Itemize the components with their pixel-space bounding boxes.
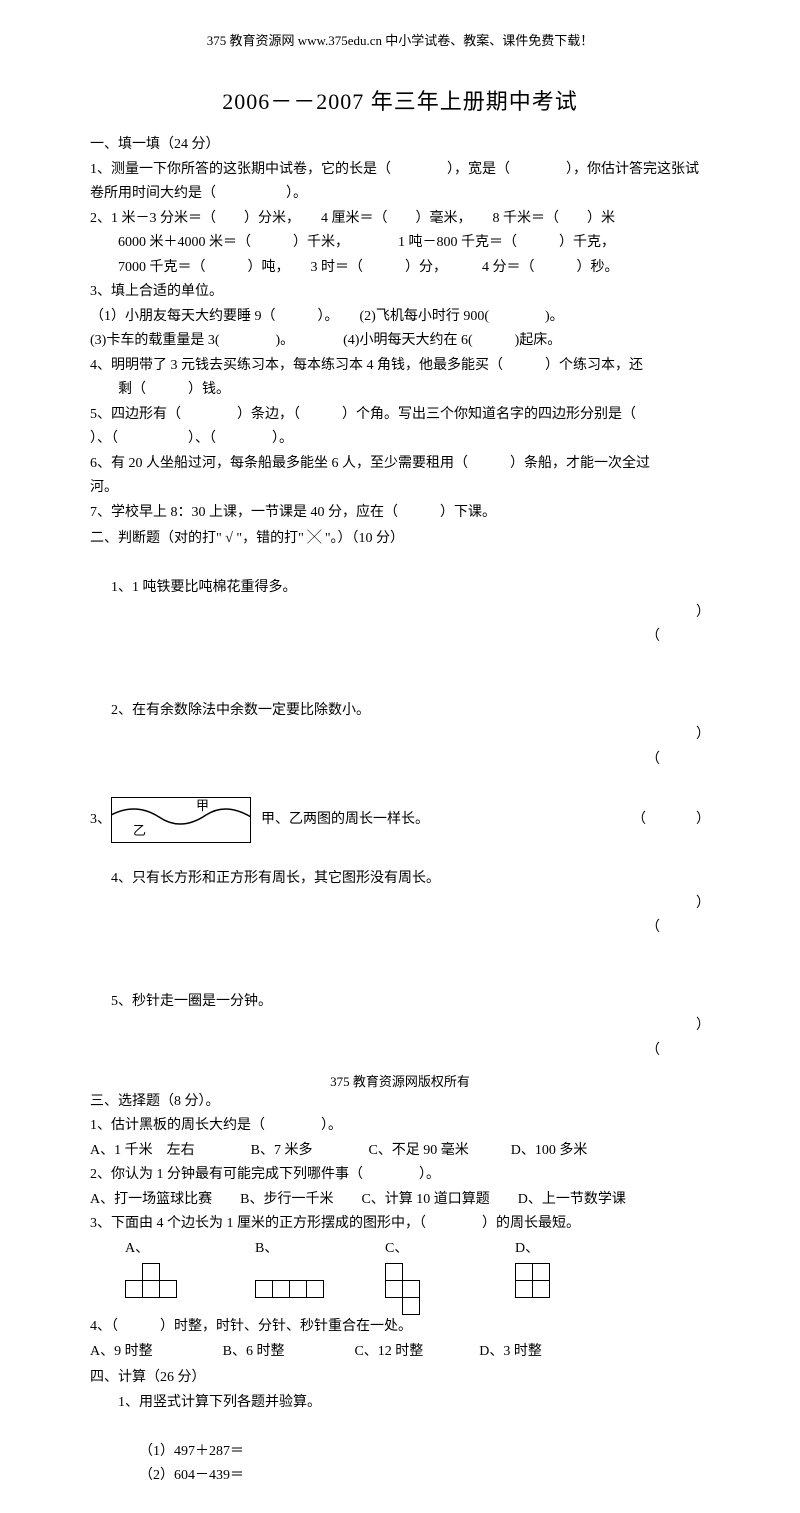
s3-q3b-label: B、	[255, 1241, 278, 1256]
s3-q3: 3、下面由 4 个边长为 1 厘米的正方形摆成的图形中，（ ）的周长最短。	[90, 1212, 710, 1237]
s3-q2: 2、你认为 1 分钟最有可能完成下列哪件事（ ）。	[90, 1163, 710, 1188]
s4-sub1: 1、用竖式计算下列各题并验算。	[90, 1391, 710, 1416]
s3-q3a-label: A、	[125, 1241, 149, 1256]
tetromino-d	[515, 1263, 550, 1298]
s3-q1: 1、估计黑板的周长大约是（ ）。	[90, 1114, 710, 1139]
s2-heading: 二、判断题（对的打" √ "，错的打" ╳ "。）（10 分）	[90, 527, 710, 552]
s2-q1: 1、1 吨铁要比吨棉花重得多。 ） （	[90, 552, 710, 675]
s4-calc-row: （1）497＋287＝ （2）604－439＝	[90, 1415, 710, 1513]
page-header: 375 教育资源网 www.375edu.cn 中小学试卷、教案、课件免费下载！	[90, 30, 710, 53]
s3-q2-opts: A、打一场篮球比赛 B、步行一千米 C、计算 10 道口算题 D、上一节数学课	[90, 1188, 710, 1213]
perimeter-diagram: 甲 乙	[111, 797, 251, 843]
section-1: 一、填一填（24 分） 1、测量一下你所答的这张期中试卷，它的长是（ ），宽是（…	[90, 133, 710, 525]
rparen: ）	[696, 808, 710, 833]
s3-q3-shapes: A、 B、 C、 D、	[90, 1237, 710, 1262]
tetromino-a	[125, 1263, 177, 1298]
s2-q5-text: 5、秒针走一圈是一分钟。	[111, 994, 272, 1009]
s2-q2-text: 2、在有余数除法中余数一定要比除数小。	[111, 703, 370, 718]
s1-q4a: 4、明明带了 3 元钱去买练习本，每本练习本 4 角钱，他最多能买（ ）个练习本…	[90, 354, 710, 379]
label-yi: 乙	[133, 823, 146, 838]
s1-q3b: (3)卡车的载重量是 3( )。 (4)小明每天大约在 6( )起床。	[90, 329, 710, 354]
s3-q4: 4、（ ）时整，时针、分针、秒针重合在一处。	[90, 1315, 710, 1340]
lparen: （	[646, 625, 660, 650]
s2-q4-text: 4、只有长方形和正方形有周长，其它图形没有周长。	[111, 871, 440, 886]
s3-q4-opts: A、9 时整 B、6 时整 C、12 时整 D、3 时整	[90, 1340, 710, 1365]
s3-q3-shapes-row	[90, 1263, 710, 1315]
s1-q2b: 6000 米＋4000 米＝（ ）千米， 1 吨－800 千克＝（ ）千克，	[90, 231, 710, 256]
tetromino-b	[255, 1280, 324, 1298]
s1-q6b: 河。	[90, 476, 710, 501]
section-4: 四、计算（26 分） 1、用竖式计算下列各题并验算。 （1）497＋287＝ （…	[90, 1366, 710, 1513]
page-title: 2006－－2007 年三年上册期中考试	[90, 83, 710, 122]
s2-q4: 4、只有长方形和正方形有周长，其它图形没有周长。 ） （	[90, 843, 710, 966]
section-3: 三、选择题（8 分）。 1、估计黑板的周长大约是（ ）。 A、1 千米 左右 B…	[90, 1090, 710, 1365]
rparen: ）	[696, 1014, 710, 1039]
s1-q3a: （1）小朋友每天大约要睡 9（ ）。 (2)飞机每小时行 900( )。	[90, 305, 710, 330]
s2-q1-text: 1、1 吨铁要比吨棉花重得多。	[111, 580, 297, 595]
lparen: （	[646, 916, 660, 941]
s1-q6a: 6、有 20 人坐船过河，每条船最多能坐 6 人，至少需要租用（ ）条船，才能一…	[90, 452, 710, 477]
s3-q1-opts: A、1 千米 左右 B、7 米多 C、不足 90 毫米 D、100 多米	[90, 1139, 710, 1164]
lparen: （	[632, 808, 646, 833]
s1-q3h: 3、填上合适的单位。	[90, 280, 710, 305]
s1-q2a: 2、1 米－3 分米＝（ ）分米， 4 厘米＝（ ）毫米， 8 千米＝（ ）米	[90, 207, 710, 232]
s2-q3: 3、 甲 乙 甲、乙两图的周长一样长。 （ ）	[90, 797, 710, 843]
label-jia: 甲	[196, 798, 209, 813]
s3-q3d-label: D、	[515, 1241, 539, 1256]
s2-q3l: 3、	[90, 808, 111, 833]
s1-heading: 一、填一填（24 分）	[90, 133, 710, 158]
s2-q2: 2、在有余数除法中余数一定要比除数小。 ） （	[90, 674, 710, 797]
tetromino-c	[385, 1263, 421, 1315]
lparen: （	[646, 1039, 660, 1064]
s1-q1: 1、测量一下你所答的这张期中试卷，它的长是（ ），宽是（ ），你估计答完这张试卷…	[90, 158, 710, 207]
s2-q5: 5、秒针走一圈是一分钟。 ） （	[90, 965, 710, 1088]
s1-q5a: 5、四边形有（ ）条边，（ ）个角。写出三个你知道名字的四边形分别是（	[90, 403, 710, 428]
s4-c1: （1）497＋287＝	[139, 1440, 419, 1465]
lparen: （	[646, 748, 660, 773]
s3-q3c-label: C、	[385, 1241, 408, 1256]
s4-heading: 四、计算（26 分）	[90, 1366, 710, 1391]
s3-heading: 三、选择题（8 分）。	[90, 1090, 710, 1115]
rparen: ）	[696, 601, 710, 626]
s1-q7: 7、学校早上 8：30 上课，一节课是 40 分，应在（ ）下课。	[90, 501, 710, 526]
rparen: ）	[696, 723, 710, 748]
rparen: ）	[696, 892, 710, 917]
section-2: 二、判断题（对的打" √ "，错的打" ╳ "。）（10 分） 1、1 吨铁要比…	[90, 527, 710, 1088]
s4-c2: （2）604－439＝	[139, 1468, 244, 1483]
s1-q5b: ）、（ ）、（ ）。	[90, 427, 710, 452]
s1-q4b: 剩（ ）钱。	[90, 378, 710, 403]
page-footer: 375 教育资源网版权所有	[0, 1071, 800, 1090]
s1-q2c: 7000 千克＝（ ）吨， 3 时＝（ ）分， 4 分＝（ ）秒。	[90, 256, 710, 281]
s2-q3r: 甲、乙两图的周长一样长。	[261, 808, 429, 833]
